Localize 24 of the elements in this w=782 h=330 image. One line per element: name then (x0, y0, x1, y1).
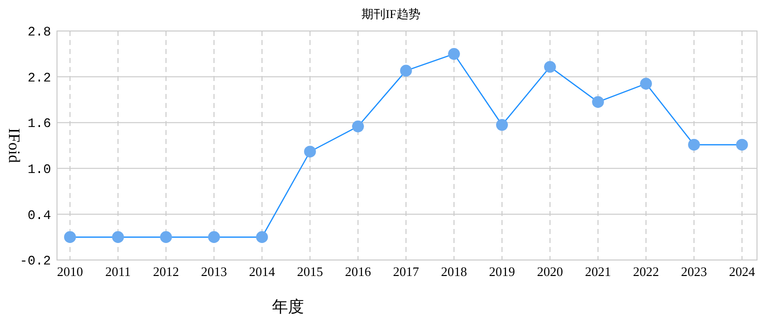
y-tick-label: -0.2 (20, 254, 51, 269)
x-tick-label: 2013 (201, 264, 227, 279)
y-tick-label: 1.0 (28, 162, 51, 177)
x-tick-label: 2020 (537, 264, 563, 279)
x-tick-label: 2024 (729, 264, 756, 279)
x-tick-label: 2022 (633, 264, 659, 279)
y-axis-title: IFoid (5, 128, 22, 163)
y-tick-label: 1.6 (28, 116, 51, 132)
y-tick-label: 0.4 (28, 208, 52, 223)
chart-title: 期刊IF趋势 (362, 7, 420, 21)
x-axis-title: 年度 (272, 298, 304, 316)
x-tick-label: 2011 (105, 264, 131, 279)
x-tick-label: 2017 (393, 264, 420, 279)
x-tick-label: 2010 (57, 264, 83, 279)
x-tick-label: 2014 (249, 264, 276, 279)
x-tick-label: 2015 (297, 264, 323, 279)
x-tick-label: 2019 (489, 264, 515, 279)
y-tick-label: 2.8 (28, 24, 51, 40)
x-tick-label: 2023 (681, 264, 707, 279)
x-tick-label: 2018 (441, 264, 467, 279)
x-tick-label: 2021 (585, 264, 611, 279)
y-tick-label: 2.2 (28, 70, 51, 86)
x-tick-label: 2012 (153, 264, 179, 279)
x-tick-label: 2016 (345, 264, 372, 279)
